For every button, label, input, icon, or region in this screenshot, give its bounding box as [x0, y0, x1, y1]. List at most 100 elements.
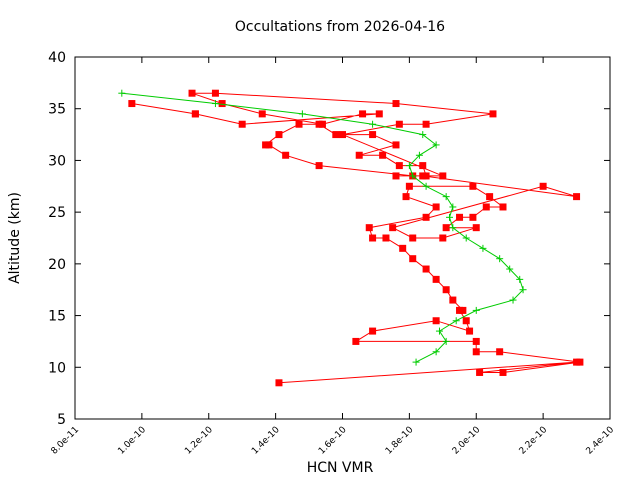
- data-point: [405, 162, 413, 170]
- x-axis-label: HCN VMR: [307, 460, 374, 476]
- data-point: [298, 110, 306, 118]
- data-point: [449, 203, 457, 211]
- data-point: [118, 89, 126, 97]
- series-layer: [118, 89, 584, 387]
- data-point: [375, 110, 383, 118]
- data-point: [128, 100, 136, 108]
- x-tick-label: 2.4e-10: [585, 425, 617, 457]
- data-point: [462, 234, 470, 242]
- data-point: [422, 213, 430, 221]
- data-point: [258, 110, 266, 118]
- data-point: [499, 368, 507, 376]
- data-point: [442, 286, 450, 294]
- data-point: [379, 151, 387, 159]
- data-point: [422, 182, 430, 190]
- data-point: [275, 131, 283, 139]
- data-point: [422, 172, 430, 180]
- data-point: [339, 131, 346, 139]
- y-tick-label: 40: [48, 50, 66, 66]
- data-point: [218, 100, 226, 108]
- data-point: [359, 110, 367, 118]
- x-tick-label: 1.0e-10: [116, 425, 148, 457]
- data-point: [439, 172, 447, 180]
- data-point: [539, 182, 547, 190]
- data-point: [318, 120, 326, 128]
- data-point: [238, 120, 246, 128]
- data-point: [409, 255, 417, 263]
- data-point: [422, 120, 430, 128]
- data-point: [355, 151, 363, 159]
- data-point: [472, 306, 480, 314]
- data-point: [399, 244, 407, 252]
- data-point: [472, 224, 480, 232]
- data-point: [479, 244, 487, 252]
- x-tick-label: 8.0e-11: [50, 425, 82, 457]
- data-point: [496, 255, 504, 263]
- data-point: [472, 348, 480, 356]
- plot-frame: [74, 56, 611, 420]
- data-point: [472, 337, 480, 345]
- y-tick-label: 20: [48, 257, 66, 273]
- series-2: [118, 89, 527, 366]
- data-point: [419, 131, 427, 139]
- data-point: [442, 337, 450, 345]
- data-point: [462, 317, 470, 325]
- data-point: [409, 172, 417, 180]
- data-point: [365, 224, 373, 232]
- y-tick-label: 15: [48, 309, 66, 325]
- data-point: [506, 265, 514, 273]
- data-point: [466, 327, 474, 335]
- data-point: [369, 234, 377, 242]
- data-point: [476, 368, 484, 376]
- data-point: [395, 120, 403, 128]
- data-point: [392, 141, 400, 149]
- chart-title: Occultations from 2026-04-16: [235, 19, 445, 35]
- data-point: [191, 110, 199, 118]
- data-point: [211, 100, 219, 108]
- y-tick-label: 5: [57, 412, 66, 428]
- data-point: [496, 348, 504, 356]
- x-tick-label: 1.8e-10: [384, 425, 416, 457]
- y-tick-label: 30: [48, 153, 66, 169]
- data-point: [509, 296, 517, 304]
- data-point: [415, 151, 423, 159]
- data-point: [295, 120, 303, 128]
- data-point: [422, 265, 430, 273]
- data-point: [576, 358, 584, 366]
- data-point: [369, 131, 377, 139]
- data-point: [499, 203, 507, 211]
- axis-ticks: 5 10 15 20 25 30 35 40 8.0e-11 1.0e-10 1.2e-10 1.4e…: [48, 50, 616, 457]
- data-point: [469, 213, 477, 221]
- y-axis-label: Altitude (km): [7, 192, 23, 284]
- series-line: [131, 92, 580, 384]
- data-point: [439, 234, 447, 242]
- data-point: [265, 141, 273, 149]
- x-tick-label: 2.2e-10: [518, 425, 550, 457]
- data-point: [382, 234, 390, 242]
- x-tick-label: 1.2e-10: [183, 425, 215, 457]
- data-point: [482, 203, 490, 211]
- data-point: [332, 131, 340, 139]
- data-point: [519, 286, 527, 294]
- data-point: [402, 193, 410, 201]
- data-point: [392, 172, 400, 180]
- data-point: [516, 275, 524, 283]
- data-point: [211, 89, 219, 97]
- x-tick-label: 2.0e-10: [451, 425, 483, 457]
- y-tick-label: 25: [48, 205, 66, 221]
- data-point: [435, 327, 443, 335]
- data-point: [188, 89, 196, 97]
- data-point: [369, 327, 377, 335]
- data-point: [392, 100, 400, 108]
- data-point: [456, 213, 464, 221]
- y-tick-label: 10: [48, 360, 66, 376]
- data-point: [449, 296, 457, 304]
- data-point: [442, 193, 450, 201]
- x-tick-label: 1.4e-10: [250, 425, 282, 457]
- data-point: [573, 193, 581, 201]
- data-point: [412, 358, 420, 366]
- data-point: [352, 337, 360, 345]
- data-point: [275, 379, 283, 387]
- data-point: [395, 162, 403, 170]
- data-point: [432, 348, 440, 356]
